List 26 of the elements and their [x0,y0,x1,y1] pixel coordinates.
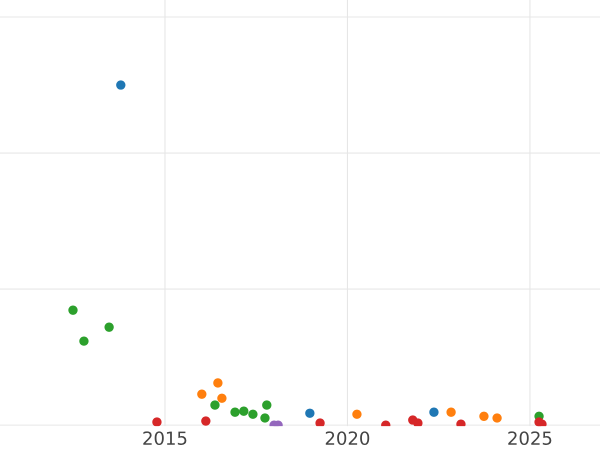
point [248,410,258,419]
point [230,408,240,417]
x-tick-label: 2015 [143,431,186,445]
point [152,417,162,426]
point [68,306,78,315]
point [492,413,502,423]
point [79,336,89,346]
x-tick-label: 2025 [508,431,552,445]
point [262,400,272,410]
point [305,408,315,418]
x-tick-label: 2020 [326,431,370,445]
point [429,408,439,417]
point [201,416,210,426]
point [413,418,423,426]
point [352,410,362,419]
point [315,418,325,426]
point [217,394,227,403]
point [104,322,114,332]
point [210,400,220,410]
point [116,80,126,90]
point [260,413,270,423]
point [446,408,456,417]
point [479,412,489,421]
point [239,406,248,416]
point [213,378,223,388]
point [197,390,206,399]
